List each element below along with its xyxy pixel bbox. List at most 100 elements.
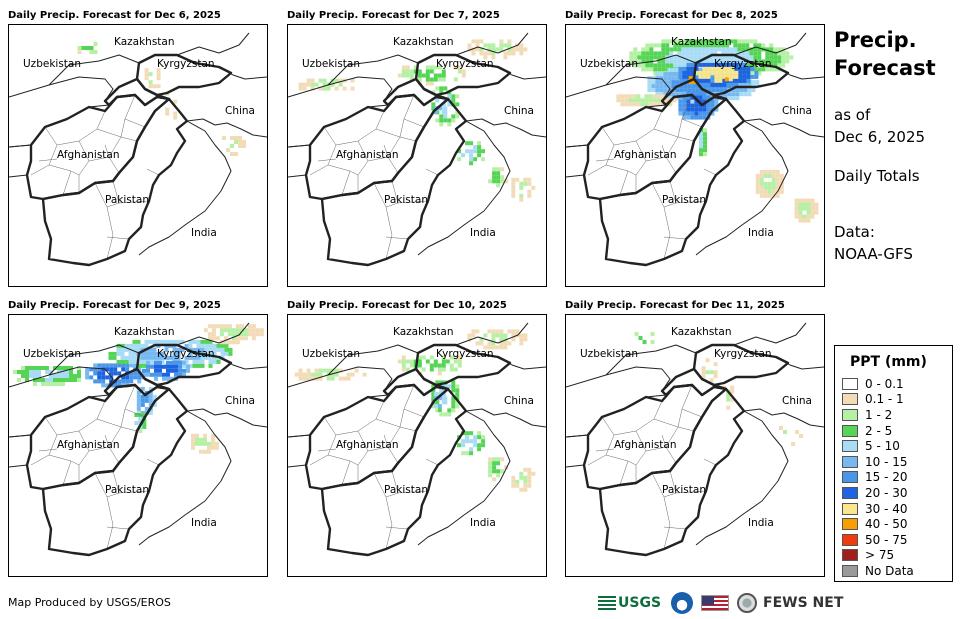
precip-cell	[814, 210, 819, 215]
precip-cell	[755, 173, 760, 178]
precip-cell	[492, 461, 497, 466]
precip-cell	[176, 339, 181, 344]
precip-cell	[681, 51, 686, 56]
precip-cell	[523, 177, 528, 182]
precip-cell	[473, 157, 478, 162]
precip-cell	[238, 140, 242, 144]
precip-cell	[726, 62, 731, 67]
precip-cell	[465, 435, 470, 440]
precip-cell	[220, 351, 225, 356]
precip-cell	[455, 392, 460, 397]
precip-cell	[677, 51, 682, 56]
precip-cell	[531, 471, 536, 476]
precip-cell	[148, 351, 153, 356]
precip-cell	[227, 328, 232, 333]
precip-cell	[33, 378, 37, 382]
precip-cell	[173, 115, 178, 120]
precip-cell	[519, 197, 524, 202]
precip-cell	[763, 181, 768, 186]
precip-cell	[136, 410, 141, 415]
precip-cell	[117, 383, 122, 388]
precip-cell	[172, 355, 177, 360]
precip-cell	[709, 47, 714, 52]
country-border	[288, 174, 307, 178]
precip-cell	[243, 336, 248, 341]
precip-cell	[25, 374, 29, 378]
precip-cell	[703, 128, 707, 133]
precip-cell	[753, 67, 758, 72]
precip-cell	[172, 347, 177, 352]
pakistan-label: Pakistan	[662, 194, 706, 206]
precip-cell	[507, 329, 512, 334]
precip-cell	[699, 132, 703, 137]
precip-cell	[663, 84, 668, 89]
precip-cell	[176, 355, 181, 360]
precip-cell	[152, 84, 157, 89]
precip-cell	[703, 140, 707, 145]
precip-cell	[21, 374, 25, 378]
country-border	[566, 464, 585, 468]
country-border	[417, 120, 511, 256]
precip-cell	[677, 43, 682, 48]
precip-cell	[675, 88, 680, 93]
precip-cell	[41, 378, 45, 382]
precip-cell	[703, 132, 707, 137]
precip-cell	[77, 46, 82, 50]
precip-cell	[754, 74, 759, 79]
province-border	[397, 200, 429, 204]
precip-cell	[693, 51, 698, 56]
precip-cell	[173, 99, 178, 104]
precip-cell	[649, 51, 654, 56]
precip-cell	[633, 55, 638, 60]
precip-cell	[487, 345, 492, 350]
precip-cell	[231, 336, 236, 341]
precip-cell	[455, 404, 460, 409]
precip-cell	[686, 99, 691, 104]
precip-cell	[710, 82, 715, 87]
precip-cell	[806, 206, 811, 211]
precip-cell	[152, 355, 157, 360]
precip-cell	[632, 98, 637, 103]
precip-cell	[507, 51, 512, 56]
precip-cell	[57, 378, 61, 382]
precip-cell	[65, 378, 69, 382]
precip-cell	[659, 80, 664, 85]
india-label: India	[470, 227, 496, 239]
precip-cell	[725, 51, 730, 56]
precip-cell	[469, 141, 474, 146]
precip-cell	[702, 111, 707, 116]
province-border	[587, 416, 615, 466]
precip-cell	[465, 149, 470, 154]
precip-cell	[519, 341, 524, 346]
precip-cell	[150, 372, 154, 377]
precip-cell	[713, 370, 718, 375]
precip-cell	[503, 333, 508, 338]
precip-cell	[200, 347, 205, 352]
precip-cell	[125, 379, 130, 384]
precip-cell	[138, 429, 143, 433]
precip-cell	[166, 372, 170, 377]
precip-cell	[156, 84, 161, 89]
precip-cell	[682, 70, 687, 75]
precip-cell	[698, 91, 703, 96]
province-border	[635, 140, 647, 193]
precip-cell	[503, 55, 508, 60]
precip-cell	[673, 63, 678, 68]
precip-cell	[682, 103, 687, 108]
province-border	[341, 460, 351, 486]
fews-net-logo: FEWS NET	[763, 595, 844, 611]
precip-cell	[727, 96, 732, 101]
precip-cell	[802, 214, 807, 219]
precip-cell	[495, 329, 500, 334]
precip-cell	[93, 363, 98, 368]
precip-cell	[166, 368, 170, 373]
precip-cell	[695, 76, 700, 81]
precip-cell	[739, 92, 744, 97]
precip-cell	[495, 333, 500, 338]
precip-cell	[749, 51, 754, 56]
kyrgyzstan-label: Kyrgyzstan	[714, 348, 772, 360]
pakistan-label: Pakistan	[384, 484, 428, 496]
precip-cell	[338, 376, 343, 381]
precip-cell	[69, 370, 73, 374]
legend-swatch	[842, 533, 858, 546]
